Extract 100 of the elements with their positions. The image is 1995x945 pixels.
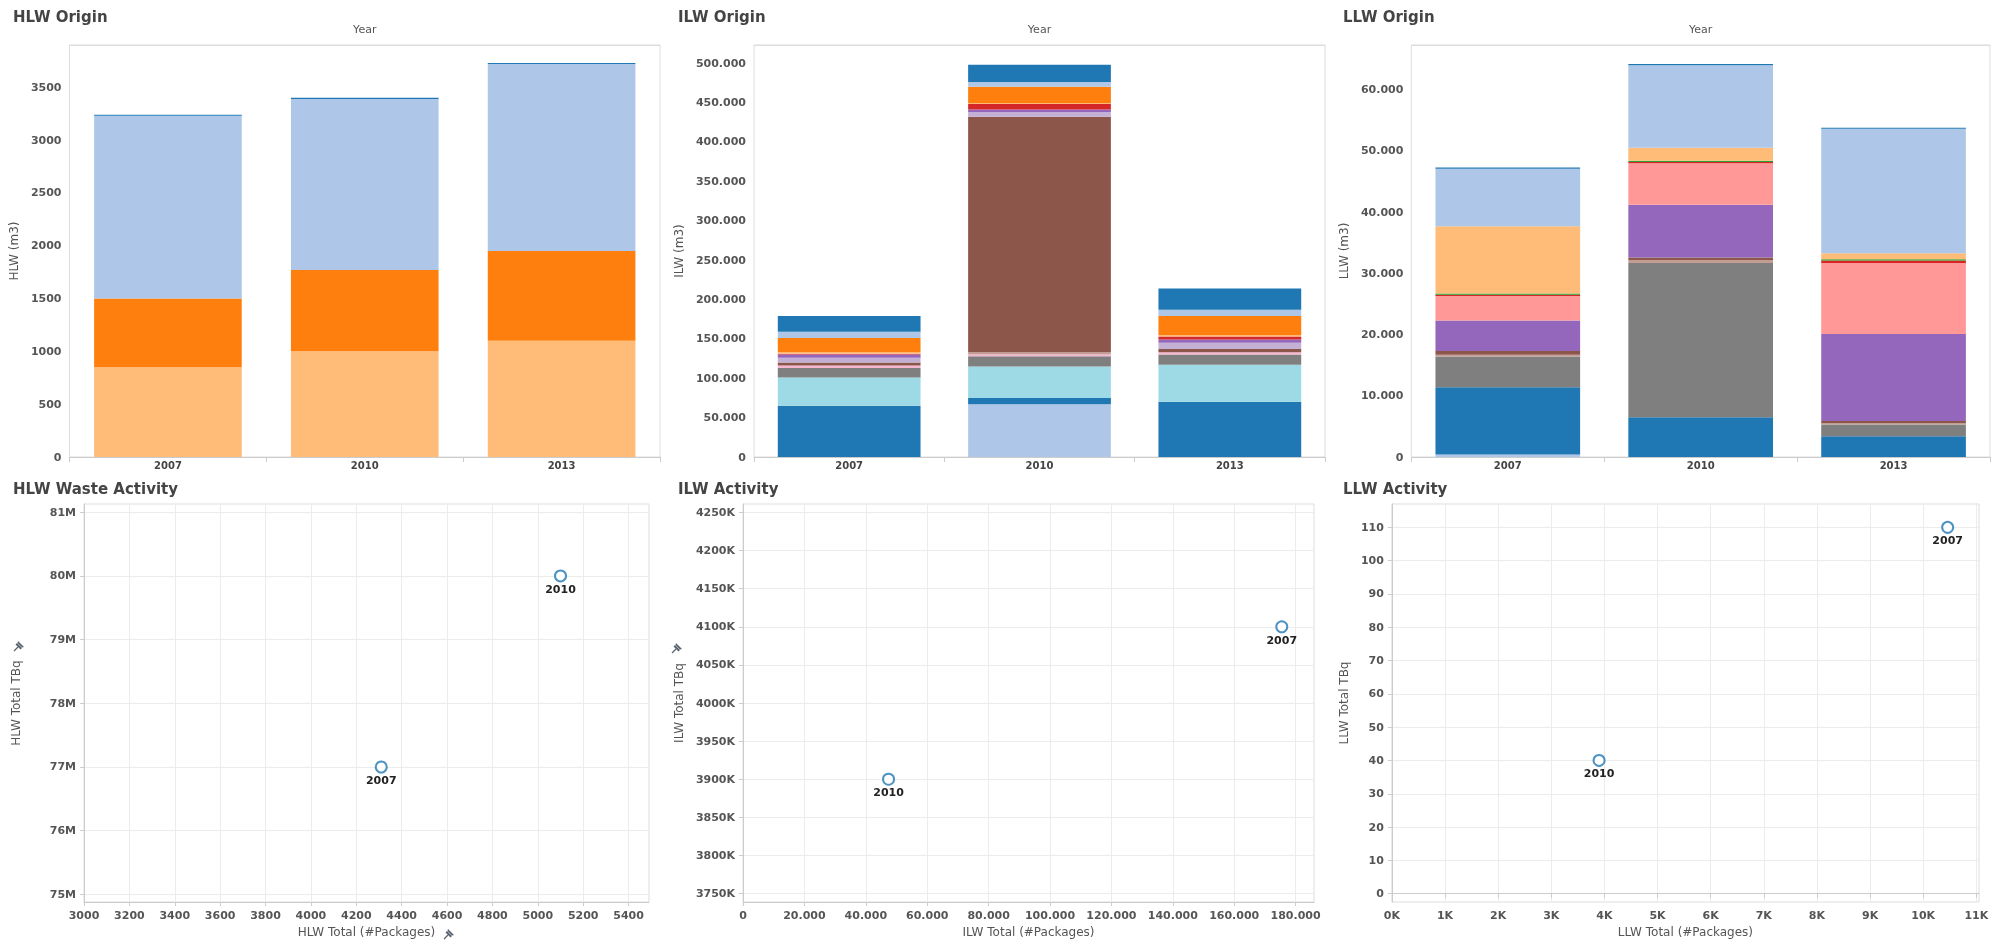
x-tick-label: 4600 xyxy=(431,909,463,922)
chart-title: LLW Activity xyxy=(1343,479,1448,498)
y-tick-label: 3000 xyxy=(30,133,62,147)
x-tick-label: 11K xyxy=(1964,909,1989,922)
x-axis-title: HLW Total (#Packages) xyxy=(297,924,436,939)
y-tick-label: 50.000 xyxy=(1360,144,1404,158)
y-tick-label: 250.000 xyxy=(695,253,747,267)
y-tick-label: 4200K xyxy=(695,544,736,558)
x-tick-label: 2007 xyxy=(1493,459,1522,471)
x-tick-label: 120.000 xyxy=(1086,909,1137,922)
x-tick-label: 3400 xyxy=(159,909,191,922)
y-axis-title: HLW (m3) xyxy=(7,221,21,281)
y-tick-label: 500 xyxy=(38,397,62,411)
x-axis-title: ILW Total (#Packages) xyxy=(962,924,1095,939)
y-tick-label: 400.000 xyxy=(695,135,747,149)
y-axis-title: LLW Total TBq xyxy=(1337,661,1351,745)
x-tick-label: 2007 xyxy=(154,459,182,471)
x-tick-label: 1K xyxy=(1436,909,1454,922)
y-tick-label: 79M xyxy=(49,633,76,647)
x-tick-label: 5000 xyxy=(522,909,554,922)
y-tick-label: 30.000 xyxy=(1360,266,1404,280)
chart-title: HLW Waste Activity xyxy=(13,479,179,498)
x-tick-label: 2K xyxy=(1490,909,1507,922)
x-tick-label: 8K xyxy=(1808,909,1826,922)
y-tick-label: 80M xyxy=(49,569,76,583)
y-tick-label: 0 xyxy=(1376,887,1385,901)
y-tick-label: 40 xyxy=(1368,753,1385,767)
y-tick-label: 3500 xyxy=(30,80,62,94)
x-tick-label: 60.000 xyxy=(905,909,949,922)
y-tick-label: 4250K xyxy=(695,505,736,519)
y-tick-label: 100 xyxy=(1360,554,1385,568)
x-tick-label: 6K xyxy=(1702,909,1720,922)
y-tick-label: 3750K xyxy=(695,887,736,901)
chart-title: HLW Origin xyxy=(13,7,108,26)
y-tick-label: 100.000 xyxy=(695,371,747,385)
x-tick-label: 2007 xyxy=(835,459,864,471)
y-tick-label: 80 xyxy=(1368,620,1385,634)
x-tick-label: 2010 xyxy=(350,459,379,471)
x-tick-label: 5400 xyxy=(613,909,645,922)
x-tick-label: 140.000 xyxy=(1147,909,1199,922)
y-tick-label: 350.000 xyxy=(695,174,747,188)
y-tick-label: 450.000 xyxy=(695,96,747,110)
x-tick-label: 3600 xyxy=(204,909,236,922)
x-tick-label: 40.000 xyxy=(844,909,888,922)
x-axis-title: Year xyxy=(1026,23,1052,36)
annotation: 2007 xyxy=(365,774,397,787)
x-tick-label: 3000 xyxy=(68,909,100,922)
x-tick-label: 10K xyxy=(1911,909,1936,922)
y-tick-label: 4000K xyxy=(695,696,736,710)
y-tick-label: 30 xyxy=(1368,787,1385,801)
y-tick-label: 4100K xyxy=(695,620,736,634)
y-tick-label: 3950K xyxy=(695,734,736,748)
x-tick-label: 4400 xyxy=(386,909,418,922)
y-tick-label: 40.000 xyxy=(1360,205,1404,219)
y-tick-label: 2500 xyxy=(30,186,62,200)
y-tick-label: 3800K xyxy=(695,848,736,862)
y-tick-label: 10 xyxy=(1368,853,1385,867)
y-axis-title: ILW (m3) xyxy=(672,224,686,278)
x-axis-title: Year xyxy=(352,23,377,36)
y-tick-label: 300.000 xyxy=(695,214,747,228)
y-tick-label: 90 xyxy=(1368,587,1385,601)
x-tick-label: 0K xyxy=(1383,909,1401,922)
y-tick-label: 77M xyxy=(49,760,76,774)
y-tick-label: 20 xyxy=(1368,820,1385,834)
y-tick-label: 10.000 xyxy=(1360,389,1404,403)
annotation: 2010 xyxy=(873,786,905,800)
x-tick-label: 4000 xyxy=(295,909,327,922)
chart-title: ILW Activity xyxy=(678,479,779,498)
x-tick-label: 2010 xyxy=(1686,459,1715,471)
x-tick-label: 2013 xyxy=(1879,459,1908,471)
y-tick-label: 3900K xyxy=(695,772,736,786)
x-tick-label: 2013 xyxy=(547,459,576,471)
y-tick-label: 4050K xyxy=(695,658,736,672)
x-axis-title: LLW Total (#Packages) xyxy=(1617,924,1754,939)
y-tick-label: 81M xyxy=(49,505,76,519)
x-tick-label: 5200 xyxy=(567,909,599,922)
y-tick-label: 50 xyxy=(1368,720,1385,734)
x-tick-label: 100.000 xyxy=(1024,909,1076,922)
y-tick-label: 200.000 xyxy=(695,292,747,306)
annotation: 2007 xyxy=(1266,633,1298,647)
y-tick-label: 150.000 xyxy=(695,332,747,346)
annotation: 2010 xyxy=(545,582,577,596)
y-tick-label: 110 xyxy=(1360,520,1385,534)
y-tick-label: 4150K xyxy=(695,582,736,596)
y-axis-title: HLW Total TBq xyxy=(9,660,23,746)
y-tick-label: 70 xyxy=(1368,654,1385,668)
y-tick-label: 20.000 xyxy=(1360,328,1404,342)
y-tick-label: 1500 xyxy=(30,292,62,306)
x-tick-label: 4K xyxy=(1596,909,1613,922)
y-tick-label: 1000 xyxy=(30,344,62,358)
y-tick-label: 76M xyxy=(49,824,76,838)
x-tick-label: 2013 xyxy=(1215,459,1244,471)
annotation: 2007 xyxy=(1932,534,1963,548)
y-tick-label: 78M xyxy=(49,696,76,710)
y-tick-label: 500.000 xyxy=(695,56,747,70)
x-tick-label: 180.000 xyxy=(1270,909,1321,922)
y-tick-label: 50.000 xyxy=(703,411,747,425)
x-tick-label: 3K xyxy=(1543,909,1560,922)
x-tick-label: 80.000 xyxy=(967,909,1011,922)
x-axis-title: Year xyxy=(1688,23,1713,36)
